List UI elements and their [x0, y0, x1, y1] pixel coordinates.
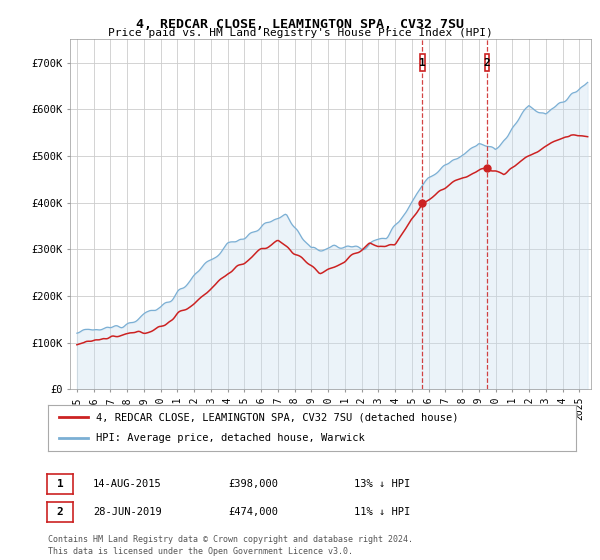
Text: 4, REDCAR CLOSE, LEAMINGTON SPA, CV32 7SU: 4, REDCAR CLOSE, LEAMINGTON SPA, CV32 7S… [136, 18, 464, 31]
Text: 2: 2 [484, 58, 490, 68]
Text: 2: 2 [56, 507, 64, 517]
Text: Price paid vs. HM Land Registry's House Price Index (HPI): Price paid vs. HM Land Registry's House … [107, 28, 493, 38]
Text: Contains HM Land Registry data © Crown copyright and database right 2024.: Contains HM Land Registry data © Crown c… [48, 535, 413, 544]
FancyBboxPatch shape [485, 54, 490, 71]
FancyBboxPatch shape [420, 54, 425, 71]
Text: £474,000: £474,000 [228, 507, 278, 517]
Text: 4, REDCAR CLOSE, LEAMINGTON SPA, CV32 7SU (detached house): 4, REDCAR CLOSE, LEAMINGTON SPA, CV32 7S… [95, 412, 458, 422]
Text: 13% ↓ HPI: 13% ↓ HPI [354, 479, 410, 489]
Text: 1: 1 [419, 58, 425, 68]
Text: 11% ↓ HPI: 11% ↓ HPI [354, 507, 410, 517]
Text: 28-JUN-2019: 28-JUN-2019 [93, 507, 162, 517]
Text: 1: 1 [56, 479, 64, 489]
Text: This data is licensed under the Open Government Licence v3.0.: This data is licensed under the Open Gov… [48, 547, 353, 556]
Text: £398,000: £398,000 [228, 479, 278, 489]
Text: 14-AUG-2015: 14-AUG-2015 [93, 479, 162, 489]
Text: HPI: Average price, detached house, Warwick: HPI: Average price, detached house, Warw… [95, 433, 364, 444]
